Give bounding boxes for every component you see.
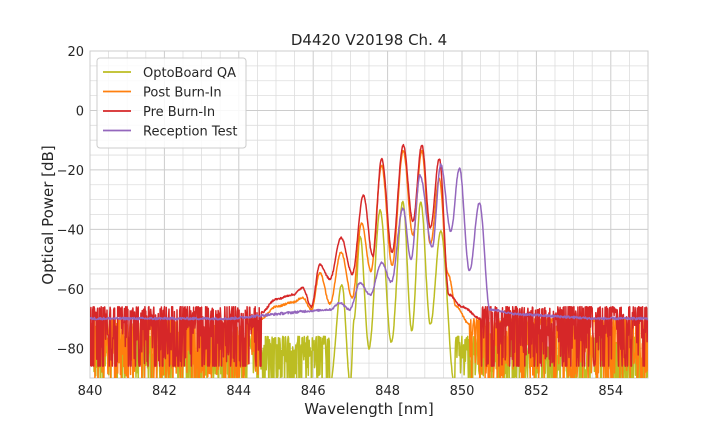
x-tick-label: 844 (226, 384, 251, 399)
x-tick-label: 842 (152, 384, 177, 399)
x-tick-label: 840 (78, 384, 103, 399)
legend-label: OptoBoard QA (143, 66, 236, 81)
x-tick-label: 850 (450, 384, 475, 399)
x-tick-label: 846 (301, 384, 326, 399)
y-axis-label: Optical Power [dB] (39, 145, 57, 284)
legend-label: Reception Test (143, 125, 237, 140)
legend-label: Post Burn-In (143, 86, 222, 101)
series-line-3 (90, 163, 648, 321)
x-tick-label: 854 (598, 384, 623, 399)
legend: OptoBoard QA Post Burn-In Pre Burn-In Recep… (96, 57, 247, 149)
chart-title: D4420 V20198 Ch. 4 (291, 31, 447, 49)
y-tick-label: −80 (57, 342, 84, 357)
x-axis-label: Wavelength [nm] (304, 400, 434, 418)
x-tick-label: 848 (375, 384, 400, 399)
series-line-2 (90, 143, 648, 367)
y-tick-label: −40 (57, 223, 84, 238)
series-lines (90, 143, 648, 378)
tick-labels: 840 842 844 846 848 850 852 854 20 0 −20 −40 −60 −80 (57, 45, 624, 399)
y-tick-label: −60 (57, 283, 84, 298)
y-tick-label: −20 (57, 164, 84, 179)
y-tick-label: 0 (76, 104, 84, 119)
y-tick-label: 20 (67, 45, 84, 60)
legend-label: Pre Burn-In (143, 105, 215, 120)
axes-frame (89, 50, 649, 379)
legend-box (96, 57, 247, 149)
x-tick-label: 852 (524, 384, 549, 399)
